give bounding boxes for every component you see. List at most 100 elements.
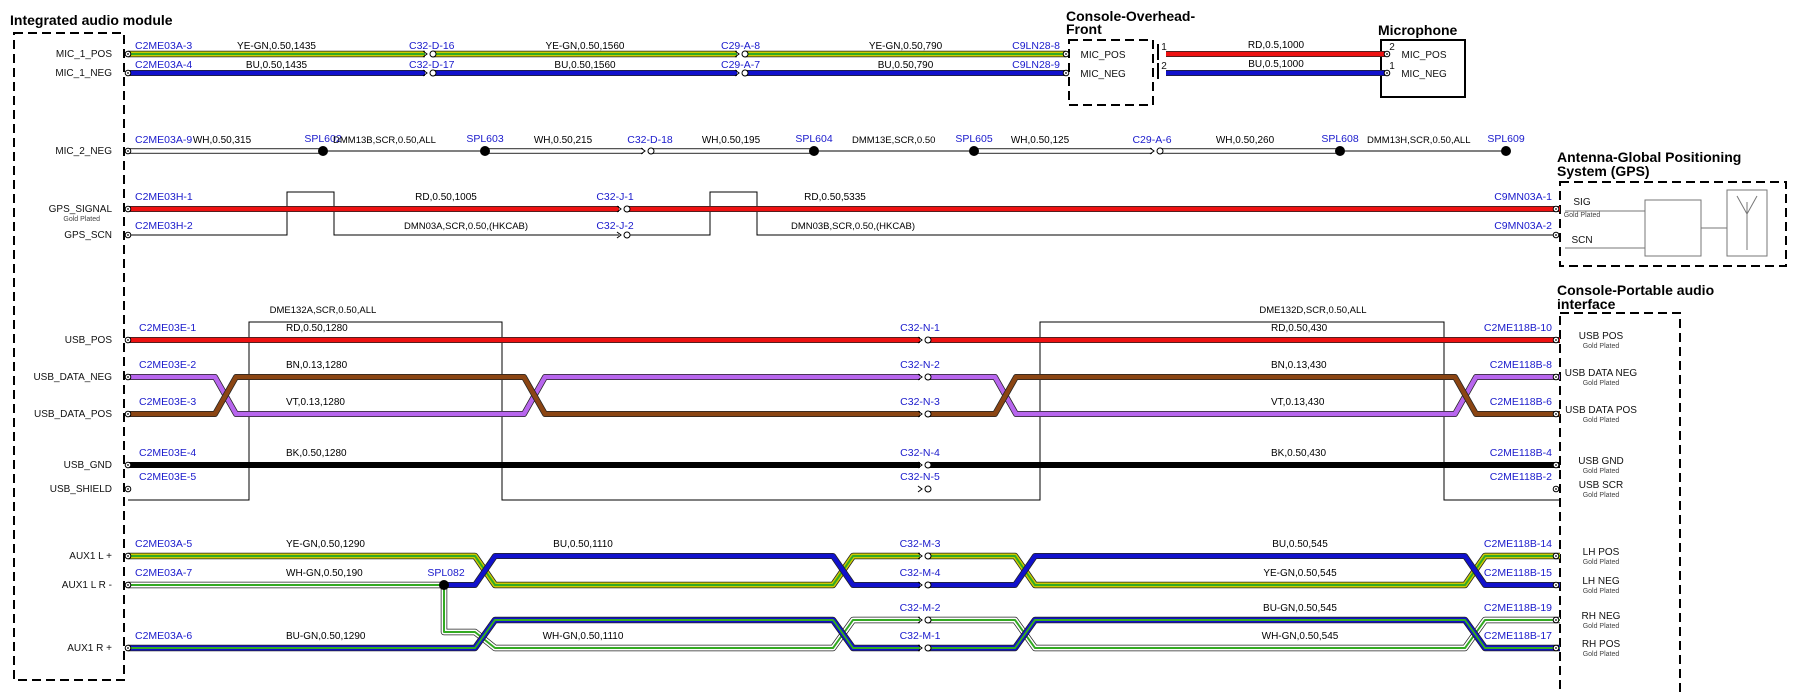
terminal-dot <box>1555 234 1557 236</box>
terminal-dot <box>1555 647 1557 649</box>
inline-connector-arrow <box>917 461 923 469</box>
splice-label: SPL603 <box>466 133 504 145</box>
terminal-dot <box>1065 72 1067 74</box>
connector-label: C9LN28-9 <box>1012 59 1060 71</box>
left-pin-label: USB_GND <box>64 460 112 471</box>
inline-connector <box>924 410 932 418</box>
right-pin-label: RH POS <box>1582 639 1621 650</box>
connector-label: C9MN03A-2 <box>1494 220 1552 232</box>
portable-title-line1: Console-Portable audio <box>1557 282 1714 298</box>
inline-connector <box>924 644 932 652</box>
connector-label: C2ME03E-3 <box>139 396 196 408</box>
usb-data-wire <box>928 374 1560 417</box>
splice-label: SPL608 <box>1321 133 1359 145</box>
connector-label: C32-J-1 <box>596 191 634 203</box>
wire-label: BU,0.50,1435 <box>246 60 308 71</box>
inline-connector-arrow <box>422 50 428 58</box>
wire-label: VT,0.13,1280 <box>286 397 345 408</box>
usb-data-wire <box>128 374 920 417</box>
connector-label: C32-D-16 <box>409 40 455 52</box>
terminal-dot <box>1555 208 1557 210</box>
right-pin-label: USB GND <box>1578 456 1624 467</box>
wire-label: BK,0.50,1280 <box>286 448 347 459</box>
shield-label: DMM13H,SCR,0.50,ALL <box>1367 135 1470 146</box>
wire-label: BN,0.13,430 <box>1271 360 1327 371</box>
terminal-dot <box>127 339 129 341</box>
console-overhead-frame <box>1068 39 1154 106</box>
right-pin-sublabel: Gold Plated <box>1583 343 1620 350</box>
pin-number: 1 <box>1389 61 1395 72</box>
right-pin-label: USB DATA NEG <box>1565 368 1638 379</box>
aux-wire <box>928 553 1560 588</box>
inline-connector <box>924 616 932 624</box>
inline-connector-arrow <box>616 205 622 213</box>
gps-scn-line <box>627 191 1560 236</box>
left-pin-label: MIC_1_POS <box>56 49 112 60</box>
wire-label: WH,0.50,215 <box>534 135 593 146</box>
aux-wire <box>444 553 920 588</box>
right-pin-sublabel: Gold Plated <box>1583 588 1620 595</box>
terminal-dot <box>1555 555 1557 557</box>
splice-dot <box>439 580 449 590</box>
connector-label: C32-M-3 <box>900 538 941 550</box>
wire-label: RD,0.50,1005 <box>415 192 477 203</box>
usb-data-wire-stroke <box>928 374 1560 417</box>
terminal-dot <box>127 413 129 415</box>
connector-label: C32-M-2 <box>900 602 941 614</box>
connector-label: C32-D-18 <box>627 134 673 146</box>
inline-connector-arrow <box>917 581 923 589</box>
connector-label: C2ME03E-5 <box>139 471 196 483</box>
terminal-dot <box>127 555 129 557</box>
left-pin-label: USB_SHIELD <box>50 484 112 495</box>
splice-dot <box>969 146 979 156</box>
wire-label: WH,0.50,195 <box>702 135 761 146</box>
right-pin-sublabel: Gold Plated <box>1583 468 1620 475</box>
wire-label: YE-GN,0.50,1435 <box>237 41 316 52</box>
right-pin-label: LH NEG <box>1582 576 1619 587</box>
wire-label: YE-GN,0.50,545 <box>1263 568 1337 579</box>
connector-label: C2ME03H-2 <box>135 220 193 232</box>
shield-label: DMM13E,SCR,0.50 <box>852 135 935 146</box>
splice-dot <box>809 146 819 156</box>
wire-label: BU,0.50,1110 <box>553 539 613 550</box>
terminal-dot <box>1555 488 1557 490</box>
connector-label: C32-N-1 <box>900 322 940 334</box>
splice-label: SPL602 <box>304 133 342 145</box>
aux-wire <box>928 552 1560 589</box>
connector-label: C2ME03A-4 <box>135 59 192 71</box>
right-pin-sublabel: Gold Plated <box>1583 417 1620 424</box>
right-pin-sublabel: Gold Plated <box>1583 492 1620 499</box>
connector-label: C9MN03A-1 <box>1494 191 1552 203</box>
marks-layer <box>124 44 1560 652</box>
connector-label: C32-J-2 <box>596 220 634 232</box>
aux-wire <box>928 616 1560 652</box>
left-pin-label: AUX1 L R - <box>62 580 112 591</box>
aux-wire-stroke <box>128 619 920 649</box>
inline-connector-arrow <box>917 616 923 624</box>
inline-connector <box>741 69 749 77</box>
right-pin-sublabel: Gold Plated <box>1583 651 1620 658</box>
gps-title-line1: Antenna-Global Positioning <box>1557 149 1741 165</box>
wire-label: BU,0.5,1000 <box>1248 59 1304 70</box>
mic-pin-label: MIC_POS <box>1401 50 1446 61</box>
inline-connector-arrow <box>734 69 740 77</box>
wire-label: YE-GN,0.50,1290 <box>286 539 365 550</box>
connector-label: C2ME03E-1 <box>139 322 196 334</box>
microphone-title: Microphone <box>1378 22 1458 38</box>
left-pin-label: USB_DATA_POS <box>34 409 112 420</box>
inline-connector-arrow <box>734 50 740 58</box>
shield-label: DMN03B,SCR,0.50,(HKCAB) <box>791 221 915 232</box>
wire-label: YE-GN,0.50,1560 <box>546 41 625 52</box>
inline-connector-arrow <box>917 552 923 560</box>
usb-data-wire <box>128 374 920 417</box>
right-pin-label: USB POS <box>1579 331 1624 342</box>
inline-connector-arrow <box>917 644 923 652</box>
aux-wire-stroke <box>928 619 1560 649</box>
connector-label: C9LN28-8 <box>1012 40 1060 52</box>
wire-label: RD,0.50,1280 <box>286 323 348 334</box>
inline-connector <box>623 205 631 213</box>
connector-label: C2ME118B-4 <box>1490 447 1552 459</box>
shield-label: DMM13B,SCR,0.50,ALL <box>333 135 436 146</box>
connector-label: C32-N-3 <box>900 396 940 408</box>
